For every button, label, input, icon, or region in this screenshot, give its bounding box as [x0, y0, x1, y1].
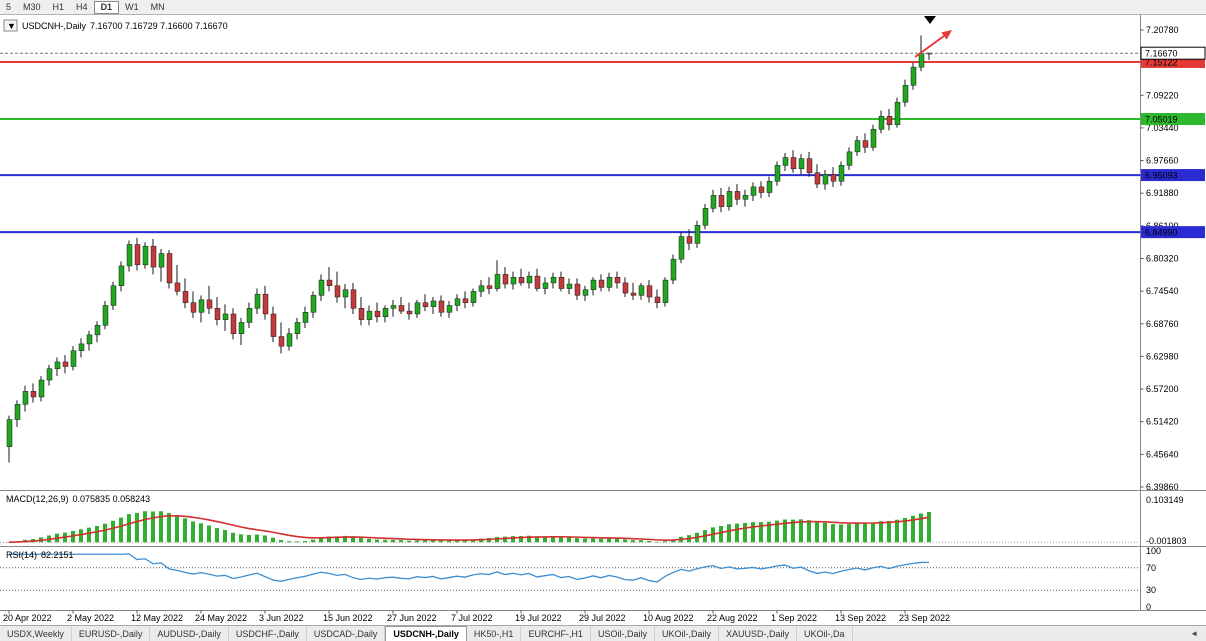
price-chart[interactable]: 7.207807.150007.092207.034406.976606.918… — [0, 15, 1206, 625]
timeframe-toolbar: 5 M30 H1 H4 D1 W1 MN — [0, 0, 1206, 15]
macd-scale-max: 0.103149 — [1146, 495, 1184, 505]
chart-title: USDCNH-,Daily 7.16700 7.16729 7.16600 7.1… — [22, 21, 228, 31]
chart-area[interactable]: 7.207807.150007.092207.034406.976606.918… — [0, 15, 1206, 625]
date-label: 23 Sep 2022 — [899, 613, 950, 623]
rsi-scale-label: 70 — [1146, 563, 1156, 573]
trend-arrow-annotation[interactable] — [914, 30, 952, 58]
date-axis[interactable]: 20 Apr 2022 2 May 2022 12 May 2022 24 May 2… — [3, 610, 950, 624]
timeframe-button-H1[interactable]: H1 — [52, 2, 65, 12]
rsi-label: RSI(14) 82.2151 — [6, 550, 74, 560]
svg-text:6.62980: 6.62980 — [1146, 351, 1179, 361]
date-label: 7 Jul 2022 — [451, 613, 493, 623]
chart-tab-usdcad-daily[interactable]: USDCAD-,Daily — [307, 626, 386, 641]
date-label: 20 Apr 2022 — [3, 613, 52, 623]
chart-tab-eurusd-daily[interactable]: EURUSD-,Daily — [72, 626, 151, 641]
rsi-pane[interactable]: 100 70 30 0 RSI(14) 82.2151 — [0, 546, 1161, 612]
chart-tab-hk50-h1[interactable]: HK50-,H1 — [467, 626, 522, 641]
svg-text:6.57200: 6.57200 — [1146, 384, 1179, 394]
tab-scroll-left-icon[interactable]: ◄ — [1190, 629, 1198, 638]
price-axis[interactable]: 7.207807.150007.092207.034406.976606.918… — [1140, 25, 1179, 492]
candles-layer[interactable] — [6, 35, 933, 463]
svg-text:6.39860: 6.39860 — [1146, 482, 1179, 492]
macd-pane[interactable]: MACD(12,26,9) 0.075835 0.058243 0.103149 -0… — [0, 494, 1187, 546]
date-label: 3 Jun 2022 — [259, 613, 304, 623]
chart-tab-usdchf-daily[interactable]: USDCHF-,Daily — [229, 626, 307, 641]
date-label: 29 Jul 2022 — [579, 613, 626, 623]
date-label: 10 Aug 2022 — [643, 613, 694, 623]
chart-tab-eurchf-h1[interactable]: EURCHF-,H1 — [521, 626, 591, 641]
level-price-label: 7.15122 — [1145, 57, 1178, 67]
horizontal-level-line[interactable]: 6.84990 — [0, 226, 1205, 239]
svg-text:6.80320: 6.80320 — [1146, 254, 1179, 264]
svg-text:7.20780: 7.20780 — [1146, 25, 1179, 35]
horizontal-level-line[interactable]: 7.05019 — [0, 113, 1205, 126]
level-price-label: 7.05019 — [1145, 115, 1178, 125]
chart-tab-usoil-daily[interactable]: USOil-,Daily — [591, 626, 655, 641]
timeframe-button-M30[interactable]: M30 — [23, 2, 41, 12]
date-label: 24 May 2022 — [195, 613, 247, 623]
svg-text:6.97660: 6.97660 — [1146, 156, 1179, 166]
level-price-label: 6.84990 — [1145, 228, 1178, 238]
svg-text:6.51420: 6.51420 — [1146, 417, 1179, 427]
svg-text:6.91880: 6.91880 — [1146, 188, 1179, 198]
dropdown-icon: ▼ — [7, 21, 16, 31]
timeframe-button-H4[interactable]: H4 — [76, 2, 88, 12]
date-label: 22 Aug 2022 — [707, 613, 758, 623]
horizontal-level-line[interactable]: 6.95093 — [0, 169, 1205, 182]
chart-tab-usdcnh-daily[interactable]: USDCNH-,Daily — [385, 626, 467, 641]
rsi-scale-label: 30 — [1146, 585, 1156, 595]
chart-tab-ukoil-daily[interactable]: UKOil-,Daily — [655, 626, 719, 641]
macd-label: MACD(12,26,9) 0.075835 0.058243 — [6, 494, 150, 504]
date-label: 15 Jun 2022 — [323, 613, 373, 623]
macd-scale-min: -0.001803 — [1146, 536, 1187, 546]
date-label: 13 Sep 2022 — [835, 613, 886, 623]
chart-tab-ukoil-da[interactable]: UKOil-,Da — [797, 626, 853, 641]
bid-price-line: 7.16670 — [0, 46, 1206, 60]
rsi-scale-label: 0 — [1146, 602, 1151, 612]
chart-tab-xauusd-daily[interactable]: XAUUSD-,Daily — [719, 626, 797, 641]
timeframe-button-MN[interactable]: MN — [150, 2, 165, 12]
rsi-scale-label: 100 — [1146, 546, 1161, 556]
svg-text:6.45640: 6.45640 — [1146, 449, 1179, 459]
down-arrow-marker[interactable] — [924, 16, 936, 24]
date-label: 19 Jul 2022 — [515, 613, 562, 623]
symbol-dropdown-button[interactable]: ▼ — [3, 19, 18, 32]
timeframe-button-D1[interactable]: D1 — [93, 0, 120, 14]
chart-tab-audusd-daily[interactable]: AUDUSD-,Daily — [150, 626, 229, 641]
svg-text:6.74540: 6.74540 — [1146, 286, 1179, 296]
svg-text:7.03440: 7.03440 — [1146, 123, 1179, 133]
timeframe-button-W1[interactable]: W1 — [125, 2, 139, 12]
level-price-label: 6.95093 — [1145, 171, 1178, 181]
svg-text:6.68760: 6.68760 — [1146, 319, 1179, 329]
date-label: 2 May 2022 — [67, 613, 114, 623]
chart-tab-bar: USDX,Weekly EURUSD-,Daily AUDUSD-,Daily USD… — [0, 625, 1206, 641]
date-label: 1 Sep 2022 — [771, 613, 817, 623]
date-label: 27 Jun 2022 — [387, 613, 437, 623]
date-label: 12 May 2022 — [131, 613, 183, 623]
bid-price-label: 7.16670 — [1145, 49, 1178, 59]
svg-text:6.86100: 6.86100 — [1146, 221, 1179, 231]
timeframe-button-5[interactable]: 5 — [6, 2, 12, 12]
chart-tab-usdx-weekly[interactable]: USDX,Weekly — [0, 626, 72, 641]
svg-text:7.09220: 7.09220 — [1146, 90, 1179, 100]
